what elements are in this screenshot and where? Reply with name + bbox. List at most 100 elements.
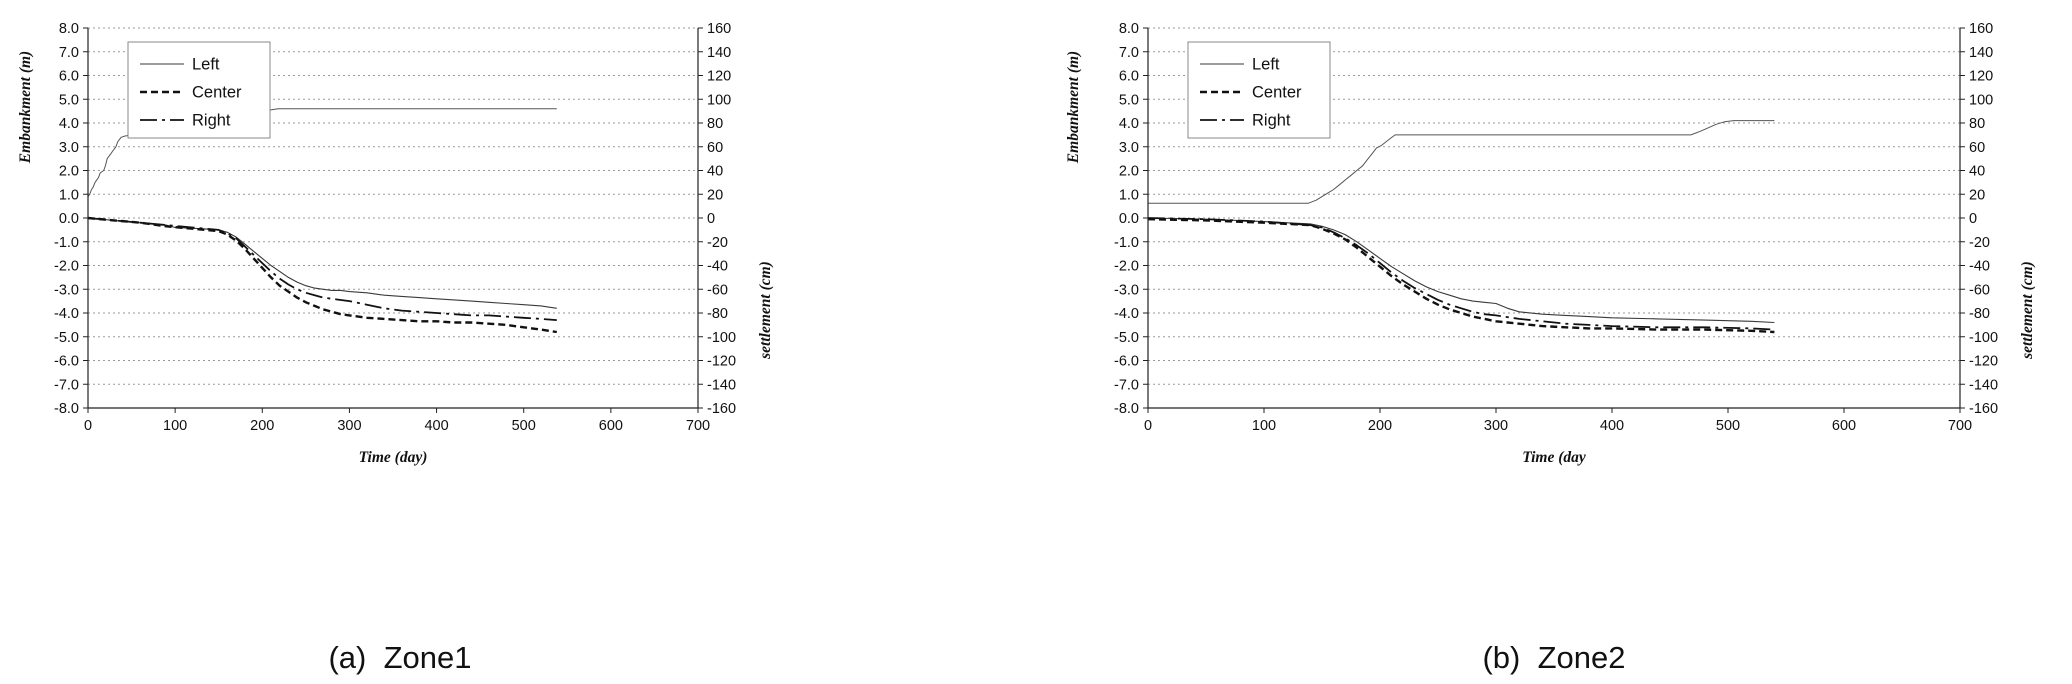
- x-tick-label: 400: [1600, 418, 1624, 434]
- left-tick-label: -5.0: [1114, 330, 1139, 346]
- x-tick-label: 200: [1368, 418, 1392, 434]
- left-tick-label: 5.0: [1119, 92, 1139, 108]
- left-tick-label: -4.0: [1114, 306, 1139, 322]
- right-tick-label: -100: [707, 330, 736, 346]
- legend-box: [1187, 41, 1331, 139]
- x-tick-label: 200: [250, 418, 274, 434]
- right-tick-label: -120: [707, 354, 736, 370]
- left-tick-label: 2.0: [1119, 164, 1139, 180]
- x-tick-label: 600: [599, 418, 623, 434]
- left-tick-label: -1.0: [54, 235, 79, 251]
- zone1-panel: 8.0 7.0 6.0 5.0 4.0 3.0 2.0 1.0 0.0 -1.0 -2.0 -3.0 -…: [17, 21, 774, 675]
- zone2-panel: 8.0 7.0 6.0 5.0 4.0 3.0 2.0 1.0 0.0 -1.0 -2.0 -3.0 -…: [1036, 0, 2072, 684]
- legend-label-right: Right: [1252, 112, 1291, 130]
- right-tick-label: -100: [1969, 330, 1998, 346]
- left-tick-label: -6.0: [54, 354, 79, 370]
- x-tick-label: 0: [1144, 418, 1152, 434]
- right-tick-label: -40: [707, 259, 728, 275]
- zone2-chart: 8.0 7.0 6.0 5.0 4.0 3.0 2.0 1.0 0.0 -1.0 -2.0 -3.0 -…: [1065, 21, 2036, 466]
- right-tick-label: -160: [1969, 401, 1998, 417]
- series-line-center: [1147, 218, 1775, 334]
- right-tick-label: 100: [707, 92, 731, 108]
- right-tick-label: -40: [1969, 259, 1990, 275]
- right-tick-label: 60: [1969, 140, 1985, 156]
- right-tick-label: 60: [707, 140, 723, 156]
- right-tick-label: 0: [707, 211, 715, 227]
- x-axis-title: Time (day: [1522, 449, 1586, 466]
- right-tick-label: -140: [707, 377, 736, 393]
- series-line-embankment: [1148, 120, 1775, 204]
- zone1-caption: (a) Zone1: [328, 640, 472, 675]
- right-tick-label: 40: [1969, 164, 1985, 180]
- right-tick-label: 120: [1969, 69, 1993, 85]
- right-tick-label: -60: [1969, 282, 1990, 298]
- left-tick-label: -1.0: [1114, 235, 1139, 251]
- left-tick-label: 4.0: [1119, 116, 1139, 132]
- x-tick-label: 100: [163, 418, 187, 434]
- x-tick-label: 100: [1252, 418, 1276, 434]
- x-axis-title: Time (day): [359, 449, 428, 466]
- series-line-right: [1147, 217, 1775, 331]
- left-tick-label: 2.0: [59, 164, 79, 180]
- right-tick-label: 40: [707, 164, 723, 180]
- left-tick-label: 4.0: [59, 116, 79, 132]
- right-tick-label: -140: [1969, 377, 1998, 393]
- x-tick-label: 0: [84, 418, 92, 434]
- right-tick-label: 20: [1969, 187, 1985, 203]
- left-tick-label: -7.0: [54, 377, 79, 393]
- right-tick-label: -60: [707, 282, 728, 298]
- left-tick-label: 0.0: [59, 211, 79, 227]
- x-tick-label: 300: [1484, 418, 1508, 434]
- right-tick-label: 80: [707, 116, 723, 132]
- legend-label-center: Center: [192, 84, 242, 102]
- legend-label-left: Left: [192, 56, 220, 74]
- x-tick-label: 700: [686, 418, 710, 434]
- right-tick-label: 0: [1969, 211, 1977, 227]
- right-tick-label: 160: [1969, 21, 1993, 37]
- left-tick-label: 7.0: [1119, 45, 1139, 61]
- x-tick-label: 700: [1948, 418, 1972, 434]
- left-tick-label: 1.0: [59, 187, 79, 203]
- left-tick-label: -6.0: [1114, 354, 1139, 370]
- legend-box: [127, 41, 271, 139]
- left-tick-label: 6.0: [59, 69, 79, 85]
- left-axis-title: Embankment (m): [1065, 51, 1082, 164]
- legend-label-center: Center: [1252, 84, 1302, 102]
- left-tick-label: -3.0: [54, 282, 79, 298]
- right-axis-title: settlement (cm): [2019, 261, 2036, 360]
- series-line-left: [1147, 217, 1775, 324]
- right-tick-label: 120: [707, 69, 731, 85]
- left-tick-label: 8.0: [59, 21, 79, 37]
- x-tick-label: 400: [424, 418, 448, 434]
- left-tick-label: -2.0: [1114, 259, 1139, 275]
- left-tick-label: -5.0: [54, 330, 79, 346]
- left-tick-label: 1.0: [1119, 187, 1139, 203]
- right-tick-label: 140: [1969, 45, 1993, 61]
- right-axis-title: settlement (cm): [757, 261, 774, 360]
- series-line-left: [87, 217, 557, 309]
- left-tick-label: -8.0: [54, 401, 79, 417]
- legend-label-right: Right: [192, 112, 231, 130]
- left-tick-label: 8.0: [1119, 21, 1139, 37]
- right-tick-label: -20: [1969, 235, 1990, 251]
- right-tick-label: 160: [707, 21, 731, 37]
- left-tick-label: 5.0: [59, 92, 79, 108]
- x-tick-label: 500: [512, 418, 536, 434]
- left-tick-label: 0.0: [1119, 211, 1139, 227]
- right-tick-label: 140: [707, 45, 731, 61]
- right-tick-label: -120: [1969, 354, 1998, 370]
- zone2-caption: (b) Zone2: [1482, 640, 1626, 675]
- left-tick-label: 6.0: [1119, 69, 1139, 85]
- right-tick-label: -80: [707, 306, 728, 322]
- x-tick-label: 600: [1832, 418, 1856, 434]
- left-tick-label: -4.0: [54, 306, 79, 322]
- right-tick-label: -20: [707, 235, 728, 251]
- right-tick-label: -80: [1969, 306, 1990, 322]
- left-tick-label: 3.0: [1119, 140, 1139, 156]
- x-tick-label: 500: [1716, 418, 1740, 434]
- right-tick-label: -160: [707, 401, 736, 417]
- left-axis-title: Embankment (m): [17, 51, 34, 164]
- x-tick-label: 300: [337, 418, 361, 434]
- right-tick-label: 80: [1969, 116, 1985, 132]
